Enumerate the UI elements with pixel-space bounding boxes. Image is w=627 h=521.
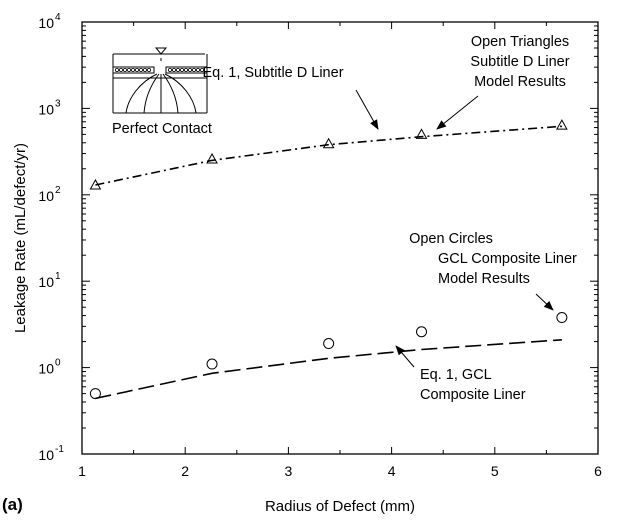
series-layer — [89, 119, 568, 400]
water-level-icon — [154, 47, 168, 55]
x-tick-label-5: 6 — [594, 463, 602, 479]
annotation-eq-subtitle-d-text: Eq. 1, Subtitle D Liner — [202, 65, 343, 81]
annotation-eq-subtitle-d: Eq. 1, Subtitle D Liner — [202, 65, 379, 130]
y-tick-label-2: 10 — [38, 274, 54, 290]
perfect-contact-inset: Perfect Contact — [112, 47, 212, 137]
y-tick-label-1: 10 — [38, 361, 54, 377]
annotation-circles-line-3: Model Results — [438, 271, 530, 287]
y-tick-exp-3: 2 — [55, 185, 61, 196]
x-tick-label-4: 5 — [491, 463, 499, 479]
circle-point-4 — [556, 312, 568, 324]
x-axis-label: Radius of Defect (mm) — [265, 498, 415, 515]
triangle-point-4 — [556, 119, 568, 130]
annotation-triangles-line-2: Subtitle D Liner — [470, 54, 569, 70]
annotation-triangles-line-3: Model Results — [474, 74, 566, 90]
x-tick-label-0: 1 — [78, 463, 86, 479]
y-tick-label-4: 10 — [38, 101, 54, 117]
annotation-circles-line-1: Open Circles — [409, 231, 493, 247]
triangle-point-2 — [322, 137, 335, 149]
y-tick-label-0: 10 — [38, 447, 54, 463]
x-tick-label-2: 3 — [285, 463, 293, 479]
annotation-circles-line-2: GCL Composite Liner — [438, 251, 577, 267]
annotation-circles: Open Circles GCL Composite Liner Model R… — [409, 231, 577, 311]
y-tick-exp-2: 1 — [55, 271, 61, 282]
circle-point-0 — [89, 388, 101, 400]
circle-point-1 — [206, 358, 218, 370]
annotation-eq-gcl: Eq. 1, GCL Composite Liner — [395, 345, 526, 403]
y-tick-label-3: 10 — [38, 188, 54, 204]
inset-label: Perfect Contact — [112, 121, 212, 137]
y-tick-label-5: 10 — [38, 15, 54, 31]
circle-point-3 — [416, 326, 428, 338]
series-line-1 — [95, 125, 562, 186]
series-line-3 — [95, 339, 562, 400]
y-tick-exp-0: -1 — [55, 444, 64, 455]
y-tick-exp-1: 0 — [55, 358, 61, 369]
y-axis-label: Leakage Rate (mL/defect/yr) — [12, 143, 29, 333]
panel-label: (a) — [2, 495, 23, 514]
annotation-eq-gcl-line-2: Composite Liner — [420, 387, 526, 403]
flow-lines — [125, 73, 197, 114]
circle-point-2 — [323, 338, 335, 350]
annotation-triangles: Open Triangles Subtitle D Liner Model Re… — [436, 34, 570, 130]
y-tick-exp-4: 3 — [55, 98, 61, 109]
annotation-triangles-line-1: Open Triangles — [471, 34, 569, 50]
x-tick-label-3: 4 — [388, 463, 396, 479]
annotation-eq-gcl-line-1: Eq. 1, GCL — [420, 367, 492, 383]
y-tick-exp-5: 4 — [55, 12, 61, 23]
x-tick-label-1: 2 — [181, 463, 189, 479]
